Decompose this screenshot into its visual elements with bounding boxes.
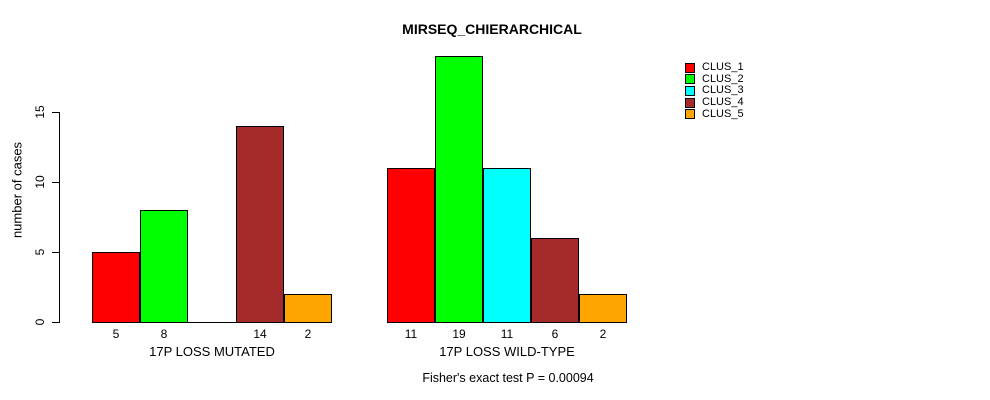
legend-item-label: CLUS_5 <box>702 107 744 120</box>
legend-color-swatch <box>685 109 695 120</box>
legend-color-swatch <box>685 97 695 108</box>
y-axis-tick-label: 5 <box>33 248 47 256</box>
y-axis-label: number of cases <box>9 141 25 239</box>
bar-value-label: 2 <box>599 327 607 341</box>
bar-value-label: 2 <box>304 327 312 341</box>
legend: CLUS_1 CLUS_2 CLUS_3 CLUS_4 CLUS_5 <box>685 62 744 120</box>
chart-title: MIRSEQ_CHIERARCHICAL <box>402 21 582 37</box>
bar-value-label: 8 <box>160 327 168 341</box>
legend-item: CLUS_3 <box>685 85 744 97</box>
x-axis-baseline <box>92 322 332 323</box>
legend-item: CLUS_1 <box>685 62 744 74</box>
bar-clus_2 <box>140 210 188 323</box>
legend-item: CLUS_4 <box>685 97 744 109</box>
legend-item-label: CLUS_4 <box>702 96 744 109</box>
bar-value-label: 11 <box>404 327 418 341</box>
bar-clus_2 <box>435 56 483 323</box>
bar-clus_1 <box>92 252 140 323</box>
x-axis-group-label-wild-type: 17P LOSS WILD-TYPE <box>439 344 575 359</box>
legend-item: CLUS_2 <box>685 72 744 86</box>
bar-clus_1 <box>387 168 435 323</box>
fisher-test-footnote: Fisher's exact test P = 0.00094 <box>422 371 594 385</box>
bar-clus_3 <box>483 168 531 323</box>
y-axis-line <box>59 112 60 323</box>
x-axis-group-label-mutated: 17P LOSS MUTATED <box>149 344 275 359</box>
bar-clus_5 <box>284 294 332 323</box>
legend-color-swatch <box>685 74 695 85</box>
bar-value-label: 11 <box>500 327 514 341</box>
y-axis-tick <box>52 322 59 323</box>
bar-value-label: 14 <box>253 327 267 341</box>
bar-clus_4 <box>531 238 579 323</box>
bar-clus_4 <box>236 126 284 323</box>
y-axis-tick-label: 15 <box>33 105 47 119</box>
bar-value-label: 6 <box>551 327 559 341</box>
y-axis-tick-label: 10 <box>33 175 47 189</box>
y-axis-tick <box>52 252 59 253</box>
legend-item: CLUS_5 <box>685 108 744 120</box>
y-axis-tick <box>52 182 59 183</box>
y-axis-tick-label: 0 <box>33 318 47 326</box>
legend-item-label: CLUS_2 <box>702 72 744 85</box>
legend-item-label: CLUS_3 <box>702 84 744 97</box>
legend-color-swatch <box>685 85 695 96</box>
y-axis-tick <box>52 112 59 113</box>
legend-item-label: CLUS_1 <box>702 61 744 74</box>
bar-value-label: 19 <box>452 327 466 341</box>
bar-clus_5 <box>579 294 627 323</box>
legend-color-swatch <box>685 62 695 73</box>
x-axis-baseline <box>387 322 627 323</box>
bar-value-label: 5 <box>112 327 120 341</box>
